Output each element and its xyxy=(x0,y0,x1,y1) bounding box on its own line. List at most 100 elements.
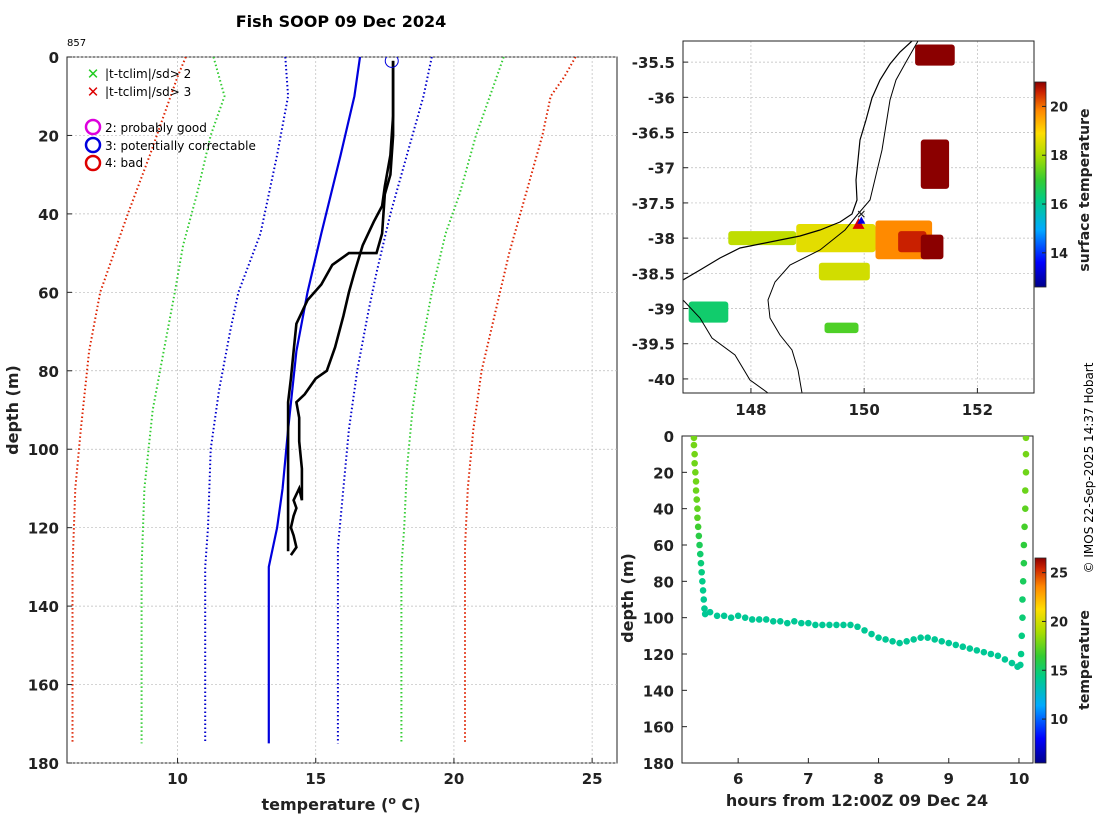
time-point xyxy=(713,612,721,620)
legend-entry-sd3: ✕ |t-tclim|/sd> 3 xyxy=(87,83,191,101)
time-point xyxy=(1008,659,1016,667)
time-point xyxy=(791,618,798,625)
time-point xyxy=(1018,632,1026,640)
time-point xyxy=(1001,656,1009,663)
time-point xyxy=(952,641,960,649)
profile-ytick-label-80: 80 xyxy=(38,363,59,381)
time-ytick-label-180: 180 xyxy=(643,755,674,773)
profile-series-clim-2sd-right xyxy=(400,57,505,744)
time-cbar-tick-label-20: 20 xyxy=(1050,615,1068,630)
time-point xyxy=(931,636,939,643)
side-credit: © IMOS 22-Sep-2025 14:37 Hobart xyxy=(1082,362,1096,573)
coastline-boundary-south xyxy=(767,213,859,393)
map-xtick-label-150: 150 xyxy=(849,401,880,419)
map-cbar-tick-label-14: 14 xyxy=(1050,247,1068,262)
time-point xyxy=(696,550,704,558)
time-point xyxy=(700,596,708,603)
map-ytick-label-3: -37 xyxy=(648,160,675,178)
legend-x-green-icon: ✕ xyxy=(87,65,100,83)
time-point xyxy=(699,578,706,585)
time-ytick-label-60: 60 xyxy=(653,537,674,555)
time-point xyxy=(1021,523,1028,531)
time-colorbar: 10 15 20 25 temperature xyxy=(1034,557,1093,764)
map-ytick-label-0: -35.5 xyxy=(632,54,675,72)
time-point xyxy=(966,645,974,652)
time-point xyxy=(692,478,700,485)
profile-ylabel: depth (m) xyxy=(3,365,22,455)
coastline-boundary-east xyxy=(857,41,919,215)
sst-patch-8 xyxy=(688,301,729,323)
map-ytick-label-8: -39.5 xyxy=(632,336,675,354)
profile-xlabel-degree: o xyxy=(388,794,396,807)
time-point xyxy=(994,652,1002,660)
profile-ytick-label-100: 100 xyxy=(28,441,59,459)
legend-label-correctable: 3: potentially correctable xyxy=(105,139,256,153)
time-point xyxy=(698,568,705,576)
profile-title: Fish SOOP 09 Dec 2024 xyxy=(236,12,446,31)
time-cbar-tick-label-10: 10 xyxy=(1050,713,1068,728)
time-point xyxy=(805,619,812,627)
map-markers: ✕ xyxy=(852,207,866,229)
profile-id-label: 857 xyxy=(67,38,86,49)
time-point xyxy=(727,614,735,621)
profile-xtick-label-10: 10 xyxy=(167,770,188,788)
profile-ytick-label-60: 60 xyxy=(38,284,59,302)
profile-ytick-label-120: 120 xyxy=(28,520,59,538)
map-ytick-label-1: -36 xyxy=(648,89,675,107)
profile-ytick-label-160: 160 xyxy=(28,677,59,695)
map-ytick-label-6: -38.5 xyxy=(632,265,675,283)
time-point xyxy=(1019,614,1026,621)
time-point xyxy=(847,621,854,629)
time-xtick-label-7: 7 xyxy=(803,770,813,788)
time-ytick-label-0: 0 xyxy=(664,428,674,446)
time-point xyxy=(840,621,847,629)
profile-series-clim-3sd-left xyxy=(71,57,187,744)
time-point xyxy=(924,634,931,641)
time-ytick-label-40: 40 xyxy=(653,501,674,519)
profile-ytick-label-20: 20 xyxy=(38,127,59,145)
sst-patch-7 xyxy=(818,262,870,281)
time-point xyxy=(819,621,826,629)
time-ytick-label-140: 140 xyxy=(643,682,674,700)
profile-xlabel-unit: C) xyxy=(396,795,421,814)
time-point xyxy=(1017,650,1025,658)
profile-xlabel-text: temperature ( xyxy=(261,795,388,814)
profile-series-group xyxy=(71,57,577,744)
time-point xyxy=(973,647,981,654)
time-point xyxy=(980,648,988,656)
profile-xtick-label-15: 15 xyxy=(305,770,326,788)
time-point xyxy=(694,514,701,522)
map-marker-x-icon: ✕ xyxy=(856,207,866,221)
time-point xyxy=(691,459,698,467)
time-point xyxy=(699,587,707,594)
time-point xyxy=(697,559,705,567)
profile-series-clim-1sd-left xyxy=(204,57,290,744)
profile-ytick-label-140: 140 xyxy=(28,598,59,616)
time-point xyxy=(938,637,946,645)
time-point xyxy=(694,505,701,512)
time-xtick-label-6: 6 xyxy=(733,770,743,788)
time-point xyxy=(896,639,903,647)
legend-entry-sd2: ✕ |t-tclim|/sd> 2 xyxy=(87,65,191,83)
time-point xyxy=(917,634,924,641)
time-point xyxy=(1019,596,1026,603)
time-xtick-label-9: 9 xyxy=(944,770,954,788)
time-point xyxy=(690,436,698,442)
time-point xyxy=(784,619,791,627)
time-point xyxy=(706,608,714,616)
time-point xyxy=(882,636,889,643)
map-grid xyxy=(683,41,1034,393)
profile-flag-circle-icon xyxy=(384,57,399,68)
legend-entry-good: 2: probably good xyxy=(84,118,207,136)
time-point xyxy=(910,636,917,643)
time-xtick-label-8: 8 xyxy=(873,770,883,788)
map-colorbar-label: surface temperature xyxy=(1077,108,1093,271)
legend-label-bad: 4: bad xyxy=(105,156,143,170)
time-point xyxy=(875,634,882,641)
legend-entry-correctable: 3: potentially correctable xyxy=(84,136,256,154)
time-point xyxy=(987,650,995,658)
profile-ytick-label-40: 40 xyxy=(38,206,59,224)
profile-panel: 10 15 20 25 0 20 40 60 80 100 120 140 160 180 Fish SO… xyxy=(3,12,618,814)
